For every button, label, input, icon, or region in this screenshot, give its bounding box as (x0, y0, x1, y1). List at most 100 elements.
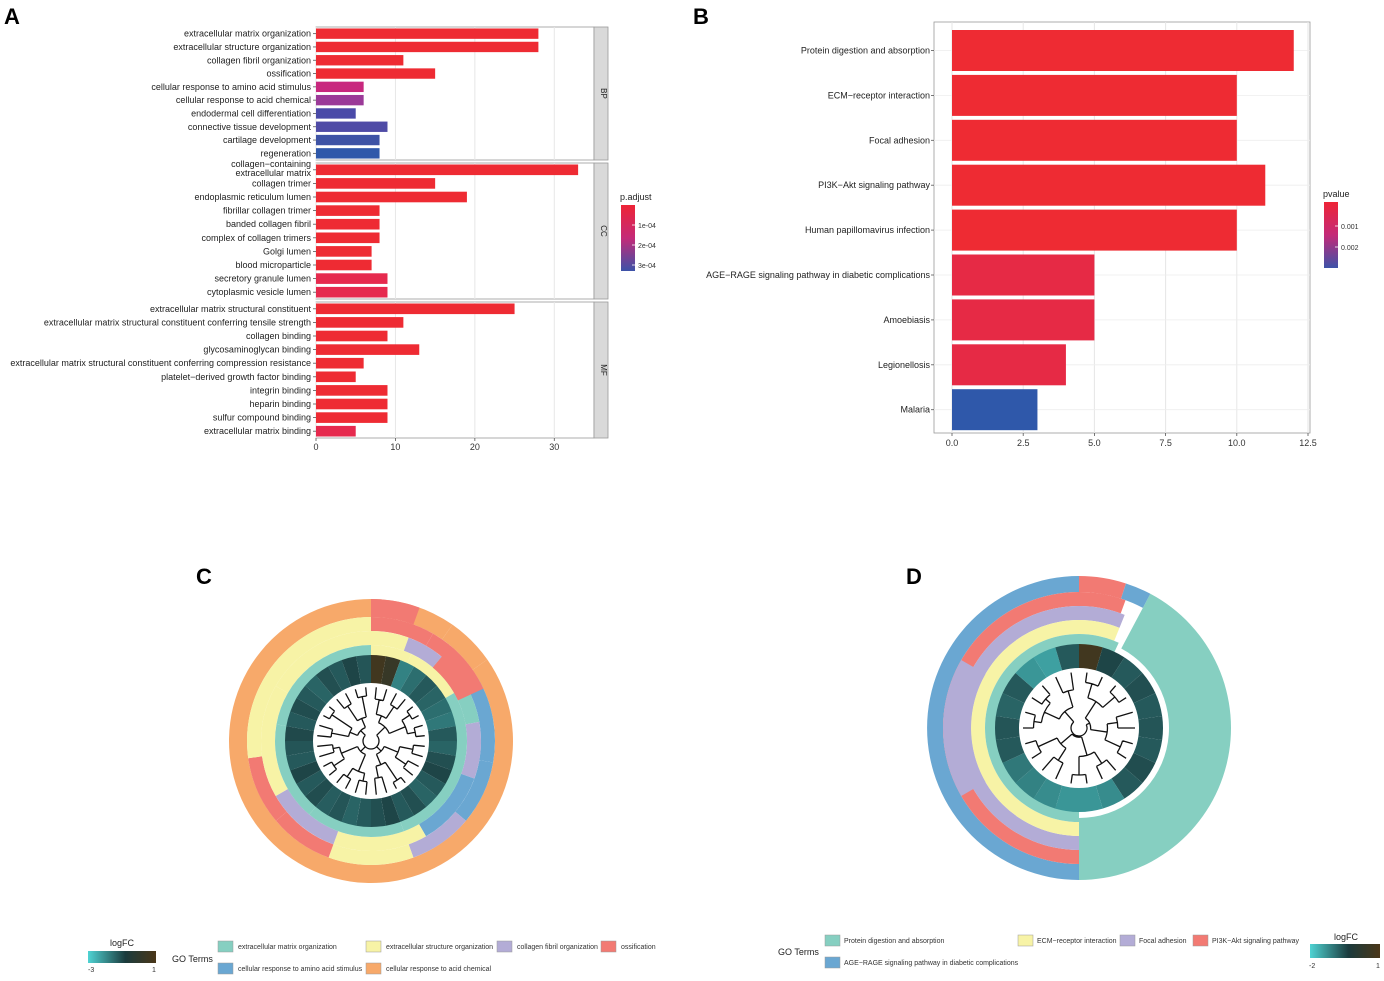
bar (316, 357, 364, 369)
category-label: cytoplasmic vesicle lumen (207, 287, 311, 297)
bar (316, 385, 388, 396)
logfc-cell (1079, 644, 1103, 671)
legend-swatch (824, 934, 841, 947)
legend-label: Protein digestion and absorption (844, 938, 945, 945)
category-label: endodermal cell differentiation (191, 108, 311, 118)
bar (316, 412, 388, 423)
facet-strip-label: MF (599, 364, 608, 376)
x-tick-label: 0.0 (946, 438, 959, 448)
logfc-cell (390, 791, 414, 822)
bar (316, 303, 515, 315)
term-segment (432, 646, 484, 701)
legend-label: 2e-04 (638, 243, 656, 250)
category-label: endoplasmic reticulum lumen (194, 192, 311, 202)
legend-label: PI3K−Akt signaling pathway (1212, 938, 1299, 945)
legend-swatch (1017, 934, 1034, 947)
term-segment (1079, 592, 1126, 614)
legend-label: 0.002 (1341, 245, 1359, 252)
logfc-cell (415, 770, 446, 797)
legend-label: Focal adhesion (1139, 938, 1187, 945)
logfc-cell (381, 656, 401, 687)
bar (316, 205, 380, 216)
bar (952, 74, 1237, 116)
term-segment (247, 617, 371, 759)
go-circular-heatmap: logFC -3 1 GO Terms extracellular matrix org… (88, 599, 656, 975)
term-segment (328, 844, 414, 866)
category-label: cartilage development (223, 135, 312, 145)
dendrogram (317, 687, 425, 795)
category-label: extracellular matrix binding (204, 426, 311, 436)
logfc-cell (428, 726, 457, 741)
category-label: platelet−derived growth factor binding (161, 372, 311, 382)
bar (316, 178, 436, 189)
category-label: Golgi lumen (263, 246, 311, 256)
facet-strip-label: BP (599, 88, 608, 99)
legend-label: extracellular matrix organization (238, 944, 337, 951)
logfc-cell (356, 798, 371, 827)
term-segment (403, 637, 442, 668)
category-label: connective tissue development (188, 122, 312, 132)
legend-label: 0.001 (1341, 224, 1359, 231)
term-segment (442, 624, 488, 670)
term-segment (1079, 576, 1126, 599)
bar (316, 121, 388, 132)
bar (316, 330, 388, 342)
category-label: cellular response to amino acid stimulus (151, 82, 311, 92)
legend-title: pvalue (1323, 189, 1350, 199)
facet-strip-label: CC (599, 225, 608, 237)
go-enrichment-bar-chart: extracellular matrix organization extrace… (10, 26, 656, 452)
legend-max: 1 (1376, 963, 1380, 970)
category-label: collagen binding (246, 331, 311, 341)
x-tick-label: 30 (549, 442, 559, 452)
term-segment (276, 645, 371, 727)
bar (952, 30, 1294, 71)
logfc-cell (428, 741, 457, 756)
bar (316, 371, 356, 383)
category-label: Amoebiasis (883, 315, 930, 325)
logfc-cell (286, 711, 317, 731)
legend-swatch (824, 956, 841, 969)
legend-swatch (365, 940, 382, 953)
logfc-cell (371, 798, 386, 827)
legend-swatch (1192, 934, 1209, 947)
logfc-cell (285, 741, 314, 756)
logfc-cell (995, 716, 1020, 740)
logfc-cell (315, 666, 342, 697)
term-segment (1079, 606, 1125, 628)
logfc-cell (415, 685, 446, 712)
term-segment (943, 660, 986, 796)
x-tick-label: 7.5 (1159, 438, 1172, 448)
logfc-cell (1015, 767, 1047, 799)
kegg-circular-heatmap: GO Terms Protein digestion and absorption… (778, 576, 1380, 970)
category-label: banded collagen fibril (226, 219, 311, 229)
legend-swatch (217, 940, 234, 953)
category-label: sulfur compound binding (213, 413, 311, 423)
legend-swatch (217, 962, 234, 975)
bar (316, 28, 539, 39)
term-segment (248, 756, 287, 821)
logfc-cell (1111, 767, 1143, 799)
bar (316, 191, 467, 203)
facet-strip (593, 301, 609, 439)
inner-disc (314, 684, 428, 798)
logfc-cell (1138, 716, 1164, 740)
legend-label: cellular response to amino acid stimulus (238, 966, 363, 973)
bar (316, 286, 388, 298)
term-segment (309, 803, 404, 838)
bar (952, 299, 1095, 341)
facet-strip (593, 26, 609, 161)
logfc-cell (1124, 752, 1156, 784)
legend-colorbar (88, 951, 156, 963)
bar (316, 94, 364, 106)
legend-label: 1e-04 (638, 223, 656, 230)
bar (316, 232, 380, 244)
legend-title: logFC (110, 938, 135, 948)
logfc-cell (328, 660, 352, 691)
bar (952, 209, 1237, 251)
category-label: Focal adhesion (869, 135, 930, 145)
logfc-cell (421, 698, 452, 722)
bar (316, 108, 356, 119)
legend-label: ossification (621, 944, 656, 951)
category-label: collagen fibril organization (207, 55, 311, 65)
